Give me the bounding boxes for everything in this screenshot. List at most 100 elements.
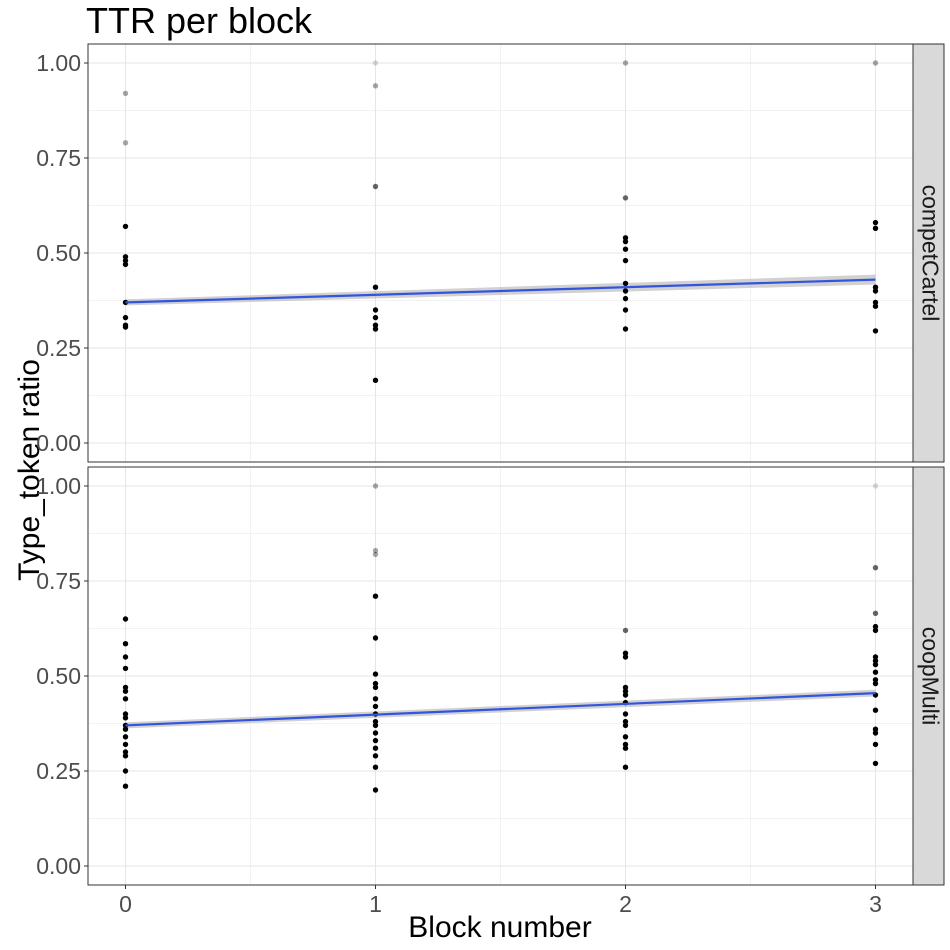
- data-point: [872, 328, 879, 334]
- data-point: [872, 669, 879, 675]
- data-point: [122, 726, 129, 732]
- data-point: [872, 658, 879, 664]
- data-point: [122, 314, 129, 321]
- data-point: [872, 288, 879, 294]
- data-point: [622, 722, 629, 729]
- data-point: [122, 684, 129, 691]
- data-point: [372, 593, 379, 599]
- data-point: [372, 547, 379, 554]
- data-point: [872, 565, 879, 571]
- data-point: [872, 661, 879, 668]
- data-point: [622, 280, 629, 287]
- data-point: [372, 737, 379, 744]
- data-point: [872, 741, 879, 748]
- x-tick-label: 2: [619, 891, 632, 917]
- x-tick-label: 3: [869, 891, 882, 917]
- data-point: [622, 734, 629, 740]
- y-tick-label: 0.25: [36, 758, 81, 784]
- y-tick-label: 0.25: [36, 335, 81, 361]
- data-point: [372, 718, 379, 725]
- data-point: [622, 711, 629, 717]
- data-point: [122, 783, 129, 789]
- data-point: [622, 235, 629, 241]
- data-point: [122, 734, 129, 740]
- data-point: [122, 223, 129, 230]
- data-point: [372, 83, 379, 89]
- data-point: [122, 749, 129, 755]
- data-point: [122, 741, 129, 748]
- data-point: [372, 377, 379, 383]
- data-point: [872, 219, 879, 226]
- data-point: [622, 692, 629, 698]
- y-tick-label: 1.00: [36, 473, 81, 499]
- data-point: [122, 90, 129, 97]
- data-point: [122, 654, 129, 660]
- data-point: [872, 303, 879, 309]
- data-point: [872, 726, 879, 732]
- y-tick-label: 0.00: [36, 430, 81, 456]
- data-point: [622, 650, 629, 656]
- data-point: [872, 623, 879, 630]
- data-point: [872, 654, 879, 660]
- data-point: [372, 703, 379, 710]
- x-tick-label: 0: [119, 891, 132, 917]
- trend-line: [125, 278, 876, 304]
- data-point: [372, 551, 379, 558]
- data-point: [122, 696, 129, 702]
- data-point: [122, 254, 129, 260]
- data-point: [622, 627, 629, 634]
- facet-strip: [912, 466, 945, 886]
- facet-strip-label: coopMulti: [917, 627, 943, 725]
- data-point: [622, 326, 629, 332]
- x-tick-label: 1: [369, 891, 382, 917]
- data-point: [372, 730, 379, 736]
- data-point: [122, 711, 129, 717]
- data-point: [372, 284, 379, 290]
- data-point: [622, 718, 629, 725]
- data-point: [122, 140, 129, 146]
- data-point: [372, 671, 379, 677]
- data-point: [372, 745, 379, 751]
- data-point: [122, 768, 129, 774]
- data-point: [622, 246, 629, 252]
- y-tick-label: 0.00: [36, 853, 81, 879]
- data-point: [622, 288, 629, 294]
- x-axis-label: Block number: [408, 911, 592, 944]
- data-point: [872, 299, 879, 306]
- data-point: [872, 760, 879, 767]
- data-point: [872, 680, 879, 687]
- trend-line: [125, 692, 876, 727]
- y-tick-label: 0.50: [36, 240, 81, 266]
- data-point: [372, 322, 379, 328]
- data-point: [122, 257, 129, 264]
- data-point: [122, 688, 129, 694]
- facet-strip: [912, 43, 945, 463]
- data-point: [872, 483, 879, 489]
- data-point: [622, 307, 629, 313]
- data-point: [622, 745, 629, 751]
- data-point: [372, 696, 379, 702]
- data-point: [122, 261, 129, 268]
- data-point: [622, 654, 629, 660]
- data-point: [372, 680, 379, 687]
- data-point: [872, 730, 879, 736]
- data-point: [372, 787, 379, 793]
- data-point: [872, 60, 879, 66]
- y-tick-label: 1.00: [36, 50, 81, 76]
- data-point: [122, 715, 129, 721]
- data-point: [122, 616, 129, 622]
- data-point: [122, 753, 129, 759]
- data-point: [372, 753, 379, 759]
- data-point: [622, 195, 629, 201]
- data-point: [622, 741, 629, 748]
- data-point: [122, 641, 129, 647]
- y-tick-label: 0.75: [36, 568, 81, 594]
- data-point: [622, 295, 629, 302]
- data-point: [372, 722, 379, 729]
- data-point: [872, 707, 879, 713]
- y-tick-label: 0.50: [36, 663, 81, 689]
- data-point: [372, 483, 379, 489]
- data-point: [872, 284, 879, 290]
- data-point: [622, 688, 629, 694]
- data-point: [872, 627, 879, 634]
